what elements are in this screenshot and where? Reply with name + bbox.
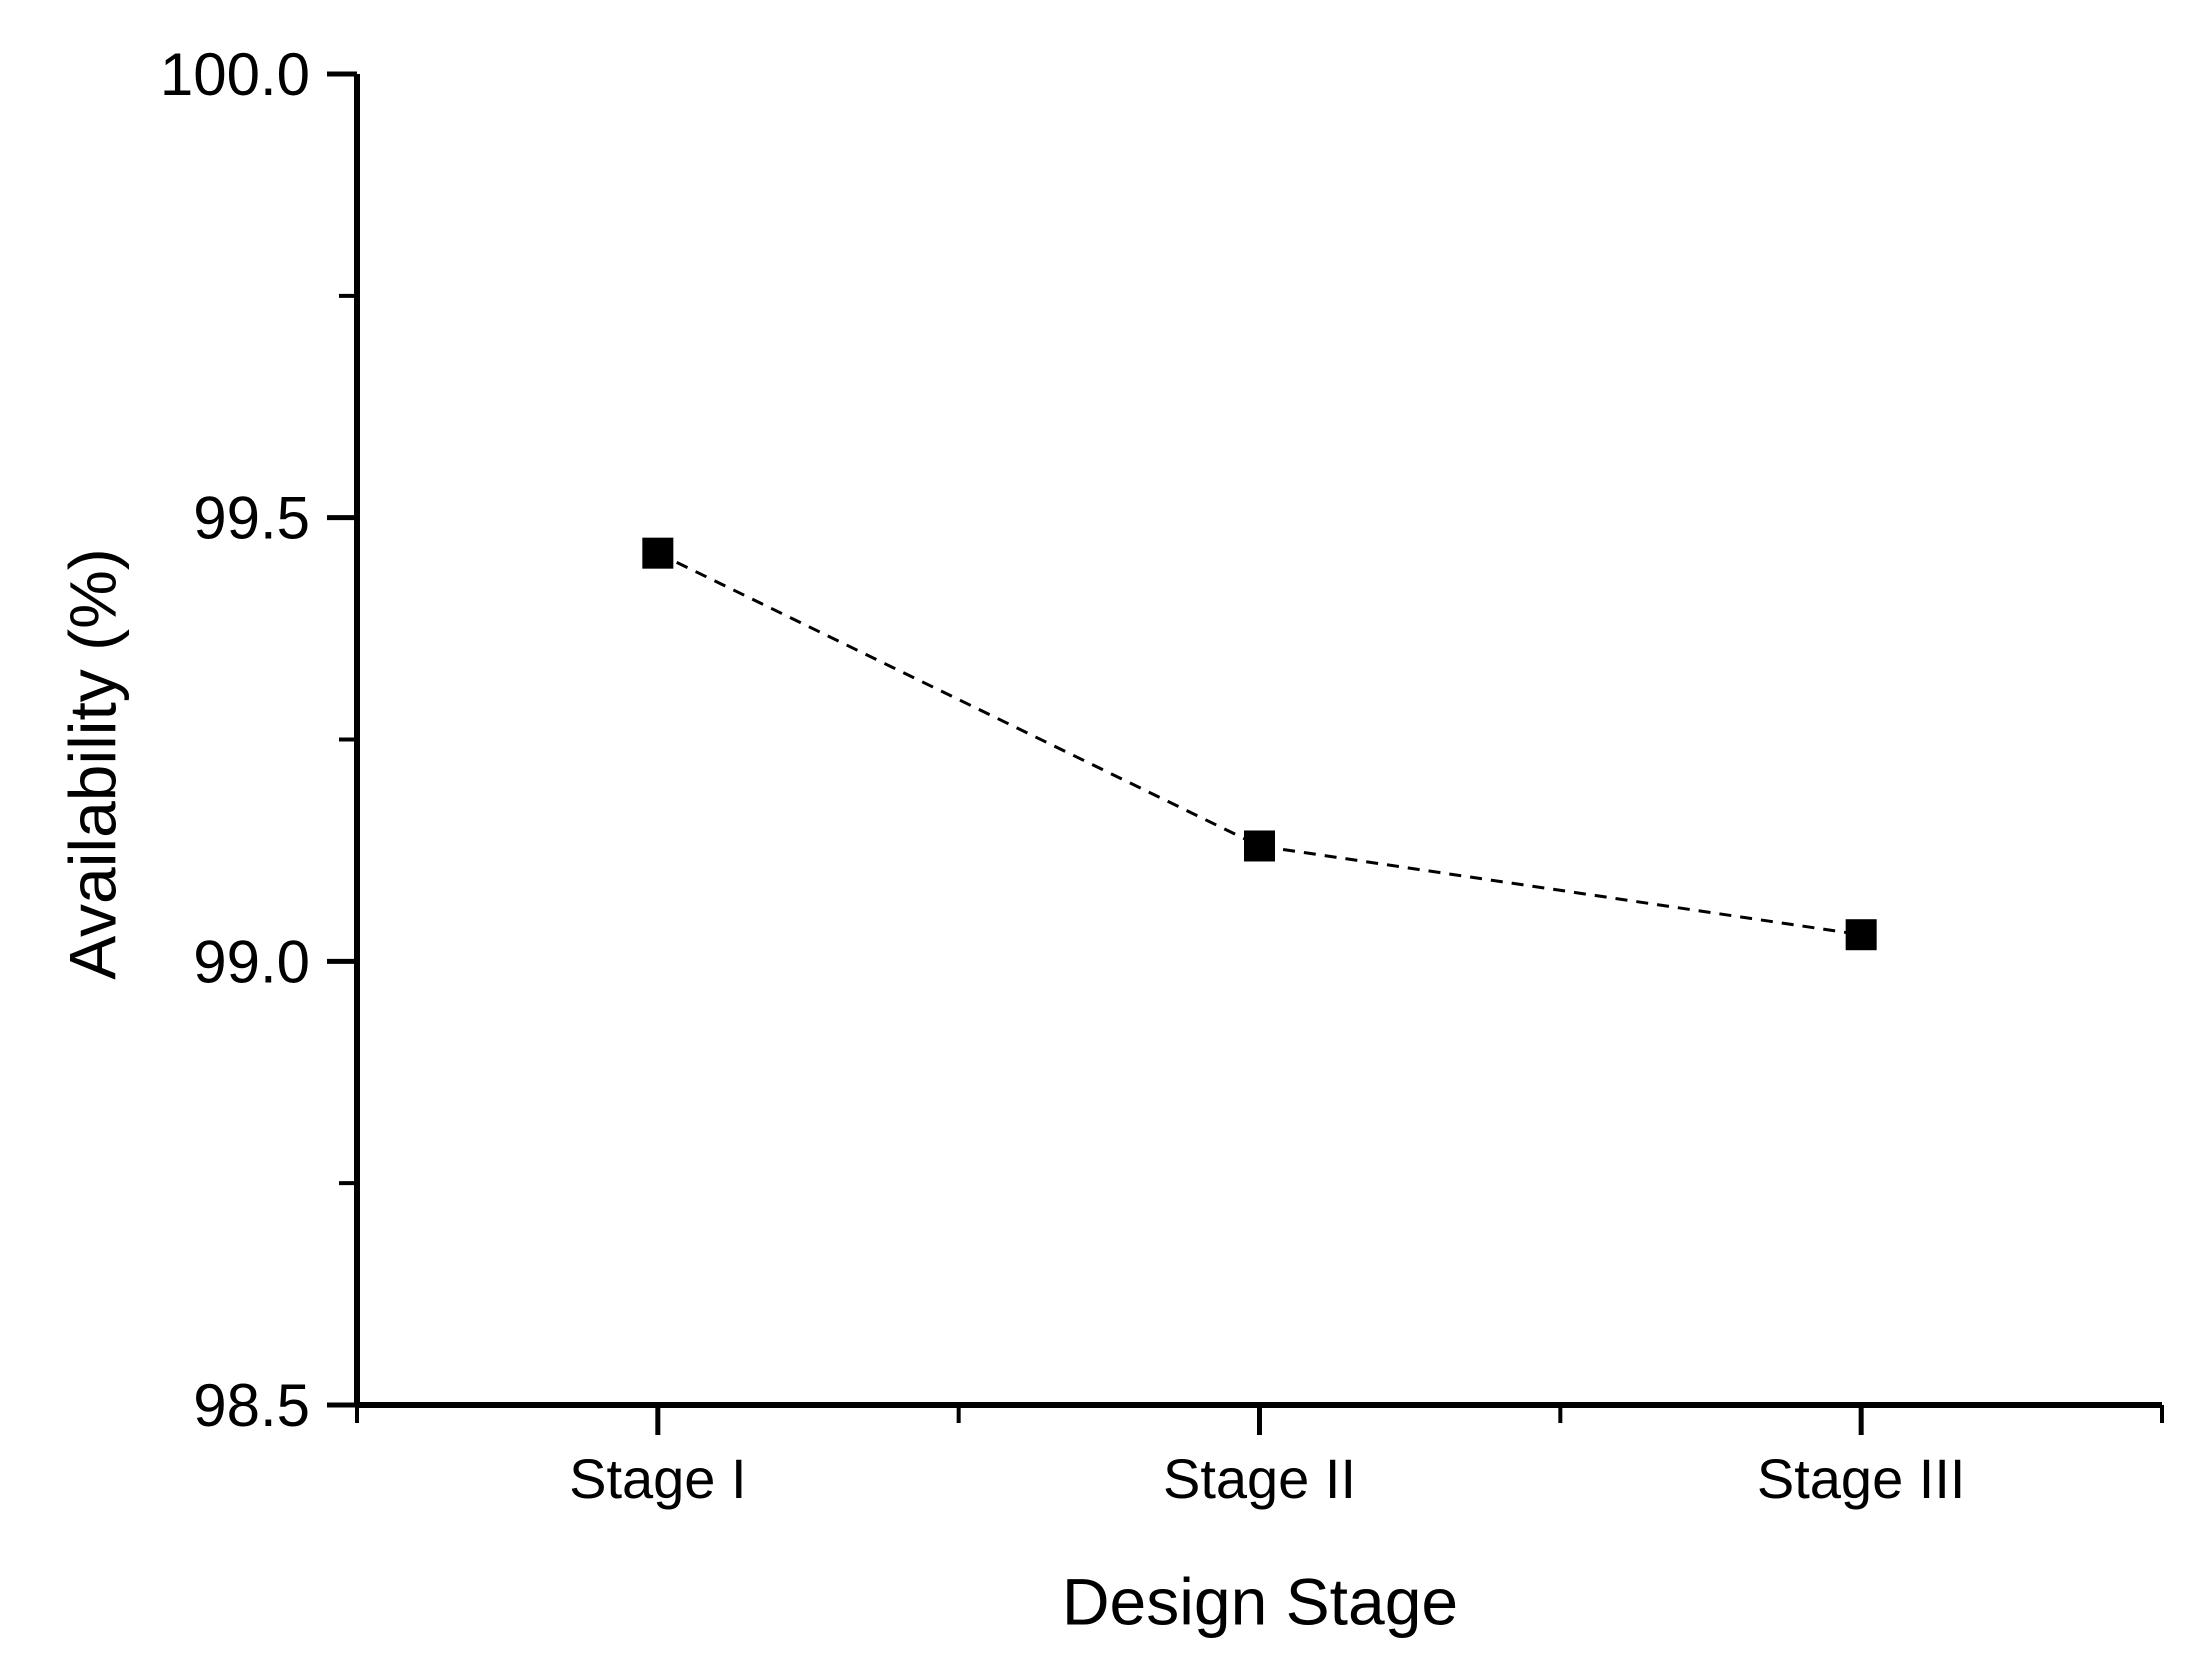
data-point-stage-i	[642, 537, 674, 569]
y-axis-title: Availability (%)	[55, 548, 130, 980]
x-tick-label: Stage III	[1757, 1447, 1966, 1510]
x-tick-label: Stage I	[569, 1447, 746, 1510]
data-point-stage-ii	[1244, 830, 1275, 862]
y-tick-label: 100.0	[160, 41, 310, 108]
x-axis-title: Design Stage	[1061, 1564, 1459, 1639]
y-tick-label: 99.5	[193, 485, 310, 552]
data-point-stage-iii	[1845, 919, 1877, 951]
x-tick-label: Stage II	[1163, 1447, 1356, 1510]
y-tick-label: 99.0	[193, 928, 310, 995]
data-line	[657, 551, 1862, 937]
y-tick-label: 98.5	[193, 1372, 310, 1439]
